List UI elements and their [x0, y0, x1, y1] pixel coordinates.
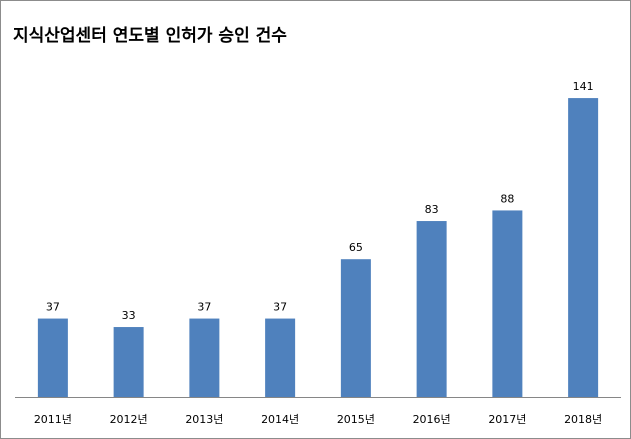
category-label: 2013년: [185, 413, 223, 426]
value-label: 83: [425, 203, 439, 216]
value-label: 88: [500, 192, 514, 205]
bar-2013년: [189, 318, 220, 397]
bar-2014년: [265, 318, 296, 397]
bar-2011년: [37, 318, 68, 397]
bar-2018년: [568, 98, 599, 397]
category-label: 2014년: [261, 413, 299, 426]
bar-2012년: [113, 327, 144, 397]
value-label: 33: [122, 309, 136, 322]
value-label: 65: [349, 241, 363, 254]
value-label: 37: [273, 301, 287, 314]
value-labels-group: 37 33 37 37 65 83 88 141: [46, 80, 594, 322]
value-label: 37: [46, 301, 60, 314]
category-label: 2012년: [110, 413, 148, 426]
category-label: 2018년: [564, 413, 602, 426]
category-labels-group: 2011년 2012년 2013년 2014년 2015년 2016년 2017년 2018년: [34, 413, 602, 426]
bar-2016년: [416, 221, 447, 397]
value-label: 141: [573, 80, 594, 93]
bars-group: [37, 98, 599, 397]
category-label: 2015년: [337, 413, 375, 426]
value-label: 37: [197, 301, 211, 314]
bar-2015년: [340, 259, 371, 397]
chart-title: 지식산업센터 연도별 인허가 승인 건수: [13, 26, 287, 46]
bar-2017년: [492, 210, 523, 397]
category-label: 2011년: [34, 413, 72, 426]
category-label: 2017년: [488, 413, 526, 426]
category-label: 2016년: [413, 413, 451, 426]
